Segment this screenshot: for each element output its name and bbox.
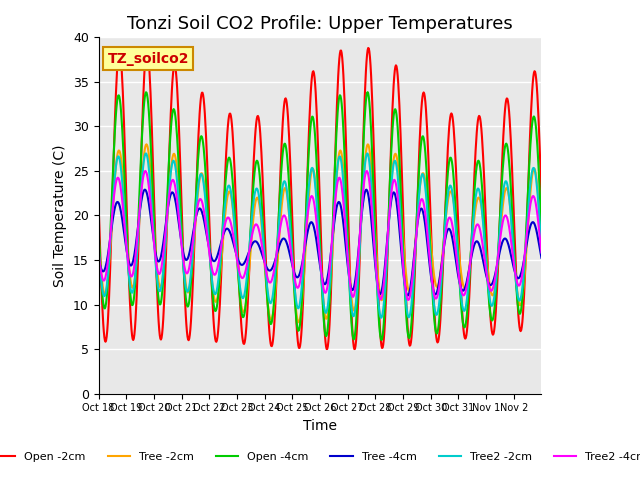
Open -2cm bbox=[351, 346, 358, 352]
Tree -2cm bbox=[295, 319, 303, 325]
X-axis label: Time: Time bbox=[303, 419, 337, 433]
Tree -2cm bbox=[143, 142, 150, 147]
Tree2 -2cm bbox=[251, 192, 259, 198]
Tree2 -2cm bbox=[95, 244, 102, 250]
Line: Open -2cm: Open -2cm bbox=[99, 48, 541, 349]
Open -4cm bbox=[95, 225, 102, 231]
Open -4cm bbox=[365, 99, 373, 105]
Tree2 -4cm bbox=[365, 179, 373, 185]
Tree -4cm bbox=[390, 190, 398, 195]
Tree -2cm bbox=[95, 235, 102, 241]
Legend: Open -2cm, Tree -2cm, Open -4cm, Tree -4cm, Tree2 -2cm, Tree2 -4cm: Open -2cm, Tree -2cm, Open -4cm, Tree -4… bbox=[0, 447, 640, 467]
Tree2 -4cm bbox=[147, 207, 155, 213]
Title: Tonzi Soil CO2 Profile: Upper Temperatures: Tonzi Soil CO2 Profile: Upper Temperatur… bbox=[127, 15, 513, 33]
Open -2cm bbox=[228, 129, 236, 135]
Open -4cm bbox=[228, 170, 236, 176]
Tree -2cm bbox=[391, 152, 399, 157]
Tree -2cm bbox=[251, 205, 259, 211]
Text: TZ_soilco2: TZ_soilco2 bbox=[108, 51, 189, 66]
Tree -4cm bbox=[95, 255, 102, 261]
Tree -4cm bbox=[147, 218, 155, 224]
Open -2cm bbox=[147, 105, 155, 111]
Tree2 -4cm bbox=[251, 223, 259, 229]
Line: Tree2 -4cm: Tree2 -4cm bbox=[99, 171, 541, 300]
Open -4cm bbox=[147, 138, 154, 144]
Open -2cm bbox=[251, 144, 259, 149]
Tree2 -4cm bbox=[538, 250, 545, 255]
Tree -4cm bbox=[141, 187, 148, 192]
Tree -2cm bbox=[228, 203, 236, 209]
Tree2 -4cm bbox=[228, 228, 236, 234]
Tree -2cm bbox=[366, 150, 374, 156]
Open -4cm bbox=[378, 337, 385, 343]
Tree2 -2cm bbox=[268, 300, 275, 305]
Open -4cm bbox=[538, 225, 545, 231]
Y-axis label: Soil Temperature (C): Soil Temperature (C) bbox=[53, 144, 67, 287]
Tree -2cm bbox=[268, 317, 275, 323]
Open -4cm bbox=[391, 107, 399, 112]
Tree2 -2cm bbox=[538, 244, 545, 250]
Tree2 -4cm bbox=[95, 250, 102, 255]
Open -2cm bbox=[538, 194, 545, 200]
Line: Tree -2cm: Tree -2cm bbox=[99, 144, 541, 322]
Tree2 -2cm bbox=[391, 158, 399, 164]
Tree -2cm bbox=[147, 178, 155, 184]
Line: Open -4cm: Open -4cm bbox=[99, 92, 541, 340]
Tree2 -4cm bbox=[268, 279, 275, 285]
Open -4cm bbox=[364, 89, 371, 95]
Tree -4cm bbox=[228, 237, 236, 243]
Open -2cm bbox=[95, 201, 102, 206]
Open -2cm bbox=[366, 54, 374, 60]
Open -4cm bbox=[250, 176, 258, 182]
Open -2cm bbox=[268, 343, 275, 349]
Tree2 -2cm bbox=[365, 159, 373, 165]
Line: Tree -4cm: Tree -4cm bbox=[99, 190, 541, 296]
Tree2 -4cm bbox=[141, 168, 149, 174]
Tree -4cm bbox=[268, 267, 275, 273]
Tree2 -2cm bbox=[228, 201, 236, 206]
Tree2 -2cm bbox=[377, 315, 385, 321]
Open -2cm bbox=[391, 68, 399, 73]
Tree2 -4cm bbox=[404, 297, 412, 303]
Tree -4cm bbox=[404, 293, 412, 299]
Tree2 -2cm bbox=[142, 151, 150, 156]
Line: Tree2 -2cm: Tree2 -2cm bbox=[99, 154, 541, 318]
Open -2cm bbox=[143, 45, 151, 51]
Tree2 -2cm bbox=[147, 194, 155, 200]
Tree -4cm bbox=[251, 239, 259, 244]
Open -4cm bbox=[267, 321, 275, 327]
Tree -4cm bbox=[538, 255, 545, 261]
Tree -4cm bbox=[365, 199, 373, 204]
Tree2 -4cm bbox=[390, 177, 398, 183]
Tree -2cm bbox=[538, 245, 545, 251]
